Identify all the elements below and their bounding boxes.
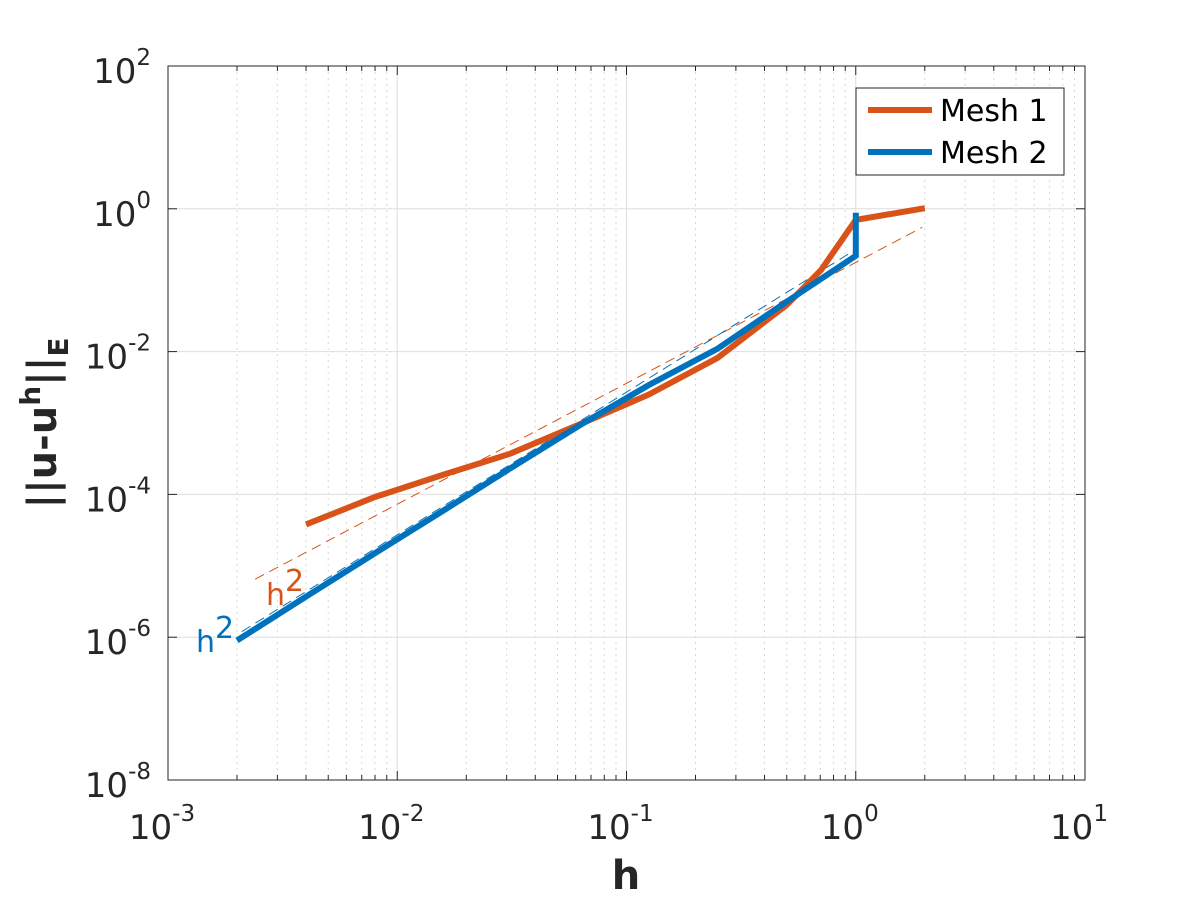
reference-label-2: h2 [196,611,234,660]
y-tick-label: 100 [93,188,151,235]
y-tick-label: 10-6 [85,616,151,663]
y-tick-label-exponent: 2 [136,45,151,71]
reference-label-exponent: 2 [285,564,304,599]
y-tick-label-base: 10 [93,195,136,235]
x-tick-label-base: 10 [821,808,864,848]
y-tick-label-exponent: -2 [128,331,151,357]
y-tick-label-base: 10 [93,52,136,92]
y-tick-label: 10-2 [85,331,151,378]
x-tick-label-exponent: 1 [1093,801,1108,827]
y-tick-label-base: 10 [85,623,128,663]
y-axis-label: ||u-uh||E [14,337,75,508]
x-tick-label-exponent: -3 [172,801,195,827]
y-tick-label-base: 10 [85,480,128,520]
y-tick-label-base: 10 [85,338,128,378]
y-tick-label: 102 [93,45,151,92]
x-tick-label: 10-2 [358,801,424,848]
y-tick-label-exponent: 0 [136,188,151,214]
x-tick-label: 100 [821,801,879,848]
y-tick-label-base: 10 [85,766,128,806]
grid [168,66,1085,780]
legend-label-mesh-1: Mesh 1 [940,94,1048,129]
y-tick-label: 10-8 [85,759,151,806]
x-axis-label: h [612,853,640,899]
series-line-mesh-1 [304,205,926,528]
x-tick-label: 10-1 [587,801,653,848]
y-tick-label-exponent: -4 [128,473,151,499]
axes [167,65,1086,781]
x-tick-label-base: 10 [1050,808,1093,848]
x-tick-label-exponent: -2 [401,801,424,827]
reference-label-base: h [196,625,215,660]
y-tick-label: 10-4 [85,473,151,520]
x-tick-label-exponent: -1 [631,801,654,827]
legend-box [855,87,1065,176]
axis-labels: h||u-uh||E [14,337,640,899]
series-layer [235,205,926,644]
x-tick-label: 101 [1050,801,1108,848]
x-tick-label-base: 10 [358,808,401,848]
y-tick-label-exponent: -6 [128,616,151,642]
y-axis-label-main: ||u-u [20,406,67,509]
y-axis-label-superscript: h [14,386,47,406]
x-tick-label: 10-3 [129,801,195,848]
series-line-mesh-2 [235,212,859,644]
y-axis-label-bars: || [20,357,67,386]
reference-label-exponent: 2 [215,611,234,646]
x-tick-label-base: 10 [129,808,172,848]
reference-label-base: h [266,578,285,613]
reference-label-1: h2 [266,564,304,613]
y-tick-label-exponent: -8 [128,759,151,785]
legend-label-mesh-2: Mesh 2 [940,136,1048,171]
x-tick-label-base: 10 [587,808,630,848]
y-axis-label-subscript: E [42,337,75,356]
x-tick-label-exponent: 0 [864,801,879,827]
legend: Mesh 1 Mesh 2 [855,87,1065,176]
